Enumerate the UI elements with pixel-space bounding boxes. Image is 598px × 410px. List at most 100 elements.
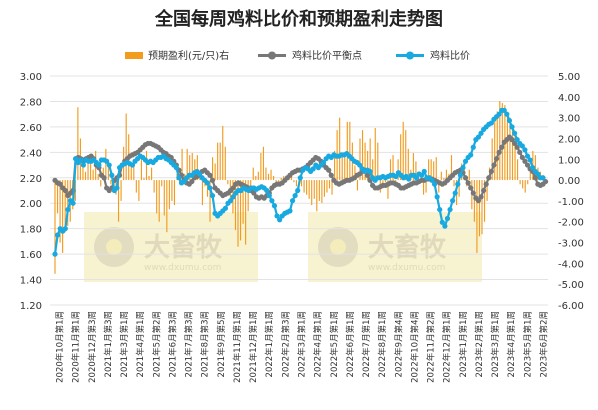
profit-bar xyxy=(534,155,536,181)
ratio-point xyxy=(52,251,58,257)
ratio-point xyxy=(452,190,458,196)
profit-bar xyxy=(334,150,336,181)
ratio-point xyxy=(519,143,525,149)
profit-bar xyxy=(105,148,107,181)
ratio-point xyxy=(271,203,278,209)
chart-title: 全国每周鸡料比价和预期盈利走势图 xyxy=(154,8,443,30)
profit-bar xyxy=(422,180,425,195)
y-right-tick-label: -4.00 xyxy=(558,259,584,270)
profit-bar xyxy=(412,153,414,181)
watermark-url: www.dxumu.com xyxy=(368,263,445,273)
profit-bar xyxy=(145,150,148,181)
ratio-point xyxy=(357,162,363,168)
ratio-point xyxy=(429,177,435,183)
profit-bar xyxy=(199,178,201,181)
profit-bar xyxy=(476,180,478,253)
balance-point xyxy=(509,137,515,143)
profit-bar xyxy=(486,180,488,201)
profit-bar xyxy=(349,121,351,181)
profit-bar xyxy=(87,155,89,181)
ratio-point xyxy=(450,198,456,204)
x-tick-label: 2023年1月第1周 xyxy=(458,311,469,377)
profit-bar xyxy=(107,163,109,181)
profit-bar xyxy=(257,171,259,181)
profit-bar xyxy=(125,113,127,181)
profit-bar xyxy=(219,142,221,181)
x-axis-labels: 2020年10月第1周 2020年11月第1周 2020年12月第3周 2021年1月… xyxy=(55,311,550,383)
profit-bar xyxy=(389,159,392,181)
x-tick-label: 2021年5月第2周 xyxy=(151,311,162,377)
profit-bar xyxy=(222,125,224,181)
ratio-point xyxy=(524,153,531,159)
legend: 预期盈利(元/只)右 鸡料比价平衡点 鸡料比价 xyxy=(125,49,470,62)
ratio-point xyxy=(455,181,461,187)
profit-bar xyxy=(273,175,275,181)
profit-bar xyxy=(117,180,120,222)
y-right-tick-label: 0.00 xyxy=(558,176,580,187)
profit-bar xyxy=(242,180,244,224)
ratio-point xyxy=(274,213,280,219)
x-tick-label: 2022年1月第1周 xyxy=(264,311,275,377)
ratio-point xyxy=(511,130,518,136)
profit-bar xyxy=(224,146,226,181)
profit-bar xyxy=(428,159,430,181)
profit-bar xyxy=(384,180,386,183)
profit-bar xyxy=(522,180,524,189)
profit-bar xyxy=(364,142,366,181)
profit-bar xyxy=(194,159,196,181)
profit-bar xyxy=(151,167,153,181)
x-tick-label: 2020年11月第1周 xyxy=(71,311,82,383)
x-tick-label: 2023年6月第2周 xyxy=(539,311,550,377)
y-left-tick-label: 3.00 xyxy=(20,72,42,83)
x-tick-label: 2022年7月第1周 xyxy=(361,311,372,377)
ratio-point xyxy=(104,158,110,164)
x-tick-label: 2023年5月第1周 xyxy=(522,311,533,377)
ratio-point xyxy=(54,232,61,238)
profit-bar xyxy=(92,169,94,181)
ratio-point xyxy=(269,198,275,204)
ratio-point xyxy=(457,172,463,178)
profit-bar xyxy=(67,180,69,226)
balance-point xyxy=(496,149,502,155)
profit-bar xyxy=(217,142,219,181)
profit-bar xyxy=(280,178,282,181)
watermark-url: www.dxumu.com xyxy=(144,263,221,273)
profit-bar xyxy=(156,180,158,214)
ratio-point xyxy=(114,185,120,191)
profit-bar xyxy=(166,180,168,233)
profit-bar xyxy=(311,180,313,206)
ratio-point xyxy=(462,158,469,164)
profit-bar xyxy=(138,180,140,201)
profit-bar xyxy=(400,134,402,181)
ratio-point xyxy=(73,156,79,162)
ratio-point xyxy=(106,162,112,168)
ratio-point xyxy=(447,206,453,213)
ratio-point xyxy=(207,185,213,191)
x-tick-label: 2022年2月第3周 xyxy=(280,311,291,377)
profit-bar xyxy=(62,180,64,253)
ratio-point xyxy=(444,215,451,222)
ratio-point xyxy=(209,192,216,199)
ratio-point xyxy=(204,180,210,186)
profit-bar xyxy=(186,148,188,181)
profit-bar xyxy=(191,153,193,181)
profit-bar xyxy=(293,180,295,183)
profit-bar xyxy=(153,180,155,193)
ratio-point xyxy=(292,192,298,199)
ratio-point xyxy=(439,219,445,225)
x-tick-label: 2020年10月第1周 xyxy=(55,311,66,383)
ratio-point xyxy=(431,181,438,187)
profit-bar xyxy=(209,180,211,222)
balance-point xyxy=(465,180,471,186)
profit-bar xyxy=(171,180,173,201)
balance-point xyxy=(462,175,469,181)
profit-bar xyxy=(453,180,455,187)
legend-swatch-profit xyxy=(125,52,143,59)
ratio-point xyxy=(501,107,507,113)
profit-bar xyxy=(201,180,203,206)
profit-bar xyxy=(239,180,242,241)
balance-point xyxy=(251,190,257,196)
profit-bar xyxy=(237,180,239,247)
ratio-point xyxy=(70,200,76,206)
